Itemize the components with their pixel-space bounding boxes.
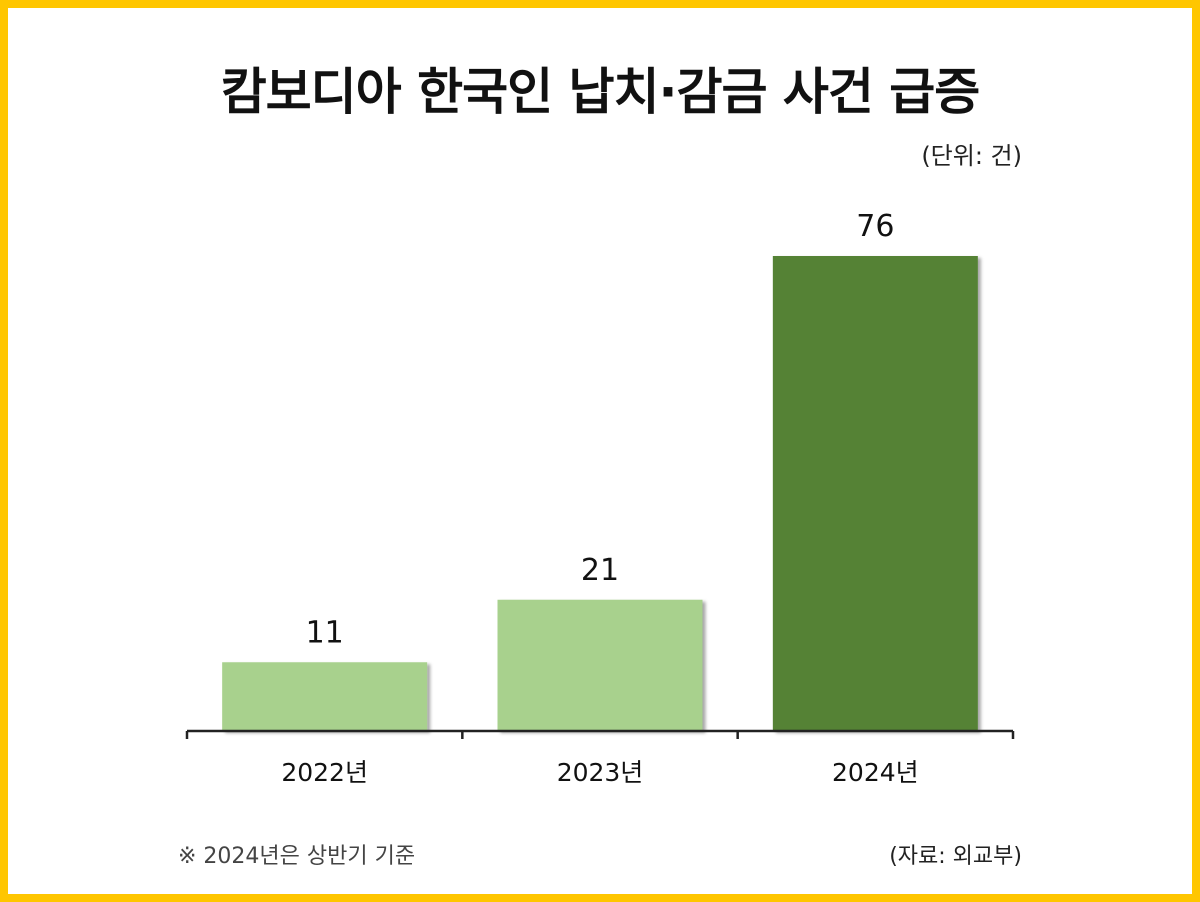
value-label-1: 21 [581,553,619,588]
bar-0 [222,662,428,731]
bar-2 [772,256,978,731]
category-label-1: 2023년 [557,758,644,787]
category-label-2: 2024년 [832,758,919,787]
chart-title: 캄보디아 한국인 납치·감금 사건 급증 [220,63,981,121]
source-note: (자료: 외교부) [889,844,1022,869]
value-label-0: 11 [306,615,344,650]
value-label-2: 76 [856,209,894,244]
bar-1 [497,599,703,731]
footnote: ※ 2024년은 상반기 기준 [178,844,416,869]
category-label-0: 2022년 [281,758,368,787]
unit-label: (단위: 건) [921,142,1022,170]
